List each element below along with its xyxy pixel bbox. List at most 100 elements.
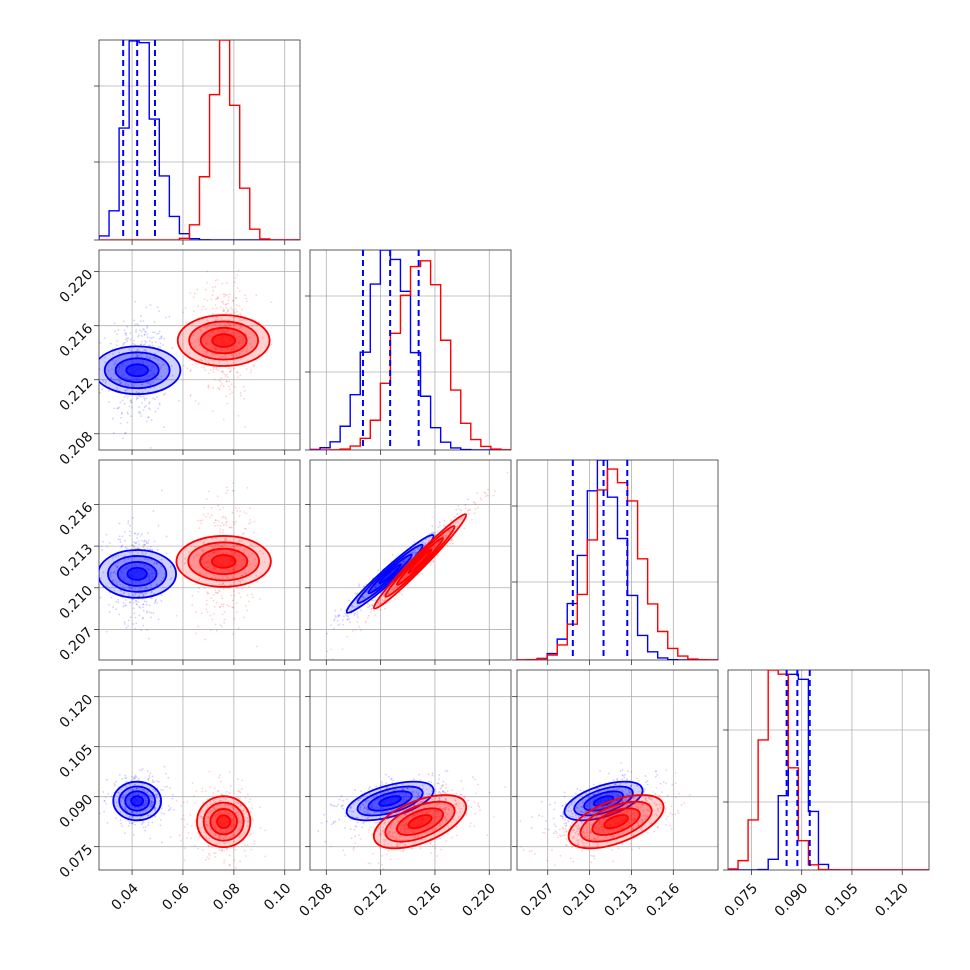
scatter-point [240, 358, 242, 361]
scatter-point [143, 334, 146, 336]
scatter-point [153, 373, 156, 376]
scatter-point [467, 799, 470, 802]
scatter-point [227, 812, 229, 815]
scatter-point [634, 803, 637, 806]
scatter-point [197, 305, 199, 308]
scatter-point [115, 608, 118, 611]
scatter-point [354, 835, 357, 838]
scatter-point [251, 596, 254, 599]
scatter-point [335, 805, 338, 808]
scatter-point [130, 811, 133, 814]
scatter-point [229, 393, 232, 396]
scatter-point [249, 519, 252, 521]
scatter-point [410, 847, 413, 850]
scatter-point [549, 803, 551, 806]
scatter-point [209, 629, 212, 631]
scatter-point [354, 842, 356, 845]
scatter-point [133, 776, 136, 779]
scatter-point [136, 354, 139, 357]
scatter-point [150, 804, 153, 807]
panel-frame [309, 669, 512, 871]
scatter-point [128, 348, 131, 351]
scatter-point [683, 801, 686, 804]
scatter-point [129, 524, 131, 527]
scatter-point [455, 803, 457, 805]
scatter-point [122, 362, 125, 365]
scatter-point [197, 591, 200, 593]
scatter-point [202, 541, 205, 543]
scatter-point [204, 638, 207, 641]
scatter-point [131, 811, 134, 814]
scatter-point [123, 329, 126, 332]
scatter-point [130, 822, 133, 825]
scatter-point [171, 374, 174, 377]
scatter-point [354, 801, 356, 804]
scatter-point [208, 554, 210, 557]
scatter-point [120, 800, 123, 803]
scatter-point [132, 623, 134, 625]
scatter-point [133, 541, 136, 543]
scatter-point [163, 337, 165, 340]
scatter-point [128, 587, 131, 590]
scatter-point [134, 547, 137, 550]
scatter-point [363, 806, 366, 809]
scatter-point [227, 800, 229, 803]
scatter-point [240, 314, 242, 316]
scatter-point [379, 816, 382, 819]
scatter-point [137, 391, 140, 394]
scatter-point [249, 343, 252, 345]
scatter-point [169, 578, 172, 581]
scatter-point [121, 571, 123, 574]
scatter-point [214, 852, 217, 855]
scatter-point [214, 834, 217, 837]
scatter-point [352, 803, 355, 805]
scatter-point [384, 821, 386, 824]
scatter-point [206, 798, 209, 801]
scatter-point [199, 573, 202, 575]
scatter-point [401, 788, 403, 790]
scatter-point [97, 578, 99, 580]
scatter-point [128, 783, 131, 786]
scatter-point [371, 804, 374, 806]
scatter-point [131, 544, 133, 547]
scatter-point [229, 824, 232, 827]
scatter-point [221, 516, 224, 519]
scatter-point [622, 827, 625, 830]
scatter-point [256, 324, 258, 327]
scatter-point [130, 587, 133, 589]
scatter-point [378, 827, 380, 830]
scatter-point [238, 797, 241, 800]
scatter-point [413, 549, 416, 552]
scatter-point [197, 625, 200, 628]
scatter-point [150, 366, 153, 368]
scatter-point [218, 590, 221, 593]
scatter-point [128, 822, 131, 825]
panel-frame [516, 669, 719, 871]
scatter-point [585, 805, 588, 808]
scatter-point [552, 832, 555, 835]
scatter-point [123, 794, 126, 797]
scatter-point [214, 800, 217, 803]
histogram-3 [728, 670, 929, 870]
scatter-point [418, 795, 421, 798]
scatter-point [390, 816, 393, 818]
scatter-point [235, 296, 238, 299]
scatter-point [454, 521, 457, 524]
scatter-point [180, 804, 183, 807]
scatter-point [249, 798, 252, 801]
scatter-point [438, 791, 441, 793]
scatter-point [338, 614, 341, 617]
scatter-point [154, 398, 157, 401]
scatter-point [132, 788, 135, 791]
scatter-point [215, 315, 218, 318]
scatter-point [150, 805, 152, 808]
scatter-point [199, 540, 202, 542]
scatter-point [143, 406, 146, 409]
scatter-point [435, 827, 438, 830]
scatter-point [159, 818, 162, 821]
scatter-point [147, 532, 149, 535]
scatter-point [434, 544, 436, 547]
scatter-point [125, 777, 128, 780]
scatter-point [226, 569, 229, 572]
scatter-point [217, 520, 220, 522]
